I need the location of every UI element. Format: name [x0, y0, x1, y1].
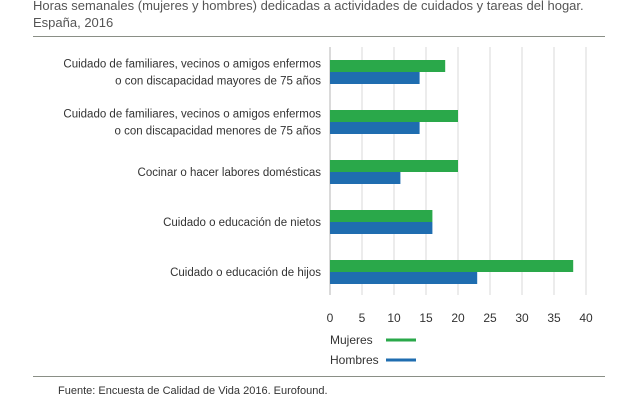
- category-label-1-0: Cuidado de familiares, vecinos o amigos …: [63, 109, 321, 121]
- category-label-2-0: Cocinar o hacer labores domésticas: [138, 167, 322, 179]
- bar-mujeres-3: [330, 210, 433, 222]
- legend-label-mujeres: Mujeres: [330, 333, 373, 347]
- category-labels: Cuidado de familiares, vecinos o amigos …: [63, 59, 321, 280]
- tick-label-35: 35: [547, 311, 561, 325]
- bar-mujeres-4: [330, 260, 574, 272]
- bar-hombres-4: [330, 272, 478, 284]
- legend-label-hombres: Hombres: [330, 353, 379, 367]
- tick-label-30: 30: [515, 311, 529, 325]
- category-label-3-0: Cuidado o educación de nietos: [163, 217, 321, 229]
- bar-mujeres-2: [330, 160, 458, 172]
- tick-label-5: 5: [359, 311, 366, 325]
- category-label-4-0: Cuidado o educación de hijos: [170, 267, 321, 279]
- bar-chart: Cuidado de familiares, vecinos o amigos …: [63, 47, 593, 367]
- source-note: Fuente: Encuesta de Calidad de Vida 2016…: [58, 385, 328, 397]
- category-label-0-0: Cuidado de familiares, vecinos o amigos …: [63, 59, 321, 71]
- legend: Mujeres Hombres: [330, 333, 416, 367]
- tick-label-40: 40: [579, 311, 593, 325]
- category-label-0-1: o con discapacidad mayores de 75 años: [115, 76, 321, 88]
- tick-label-25: 25: [483, 311, 497, 325]
- top-divider: [33, 36, 605, 37]
- tick-label-15: 15: [419, 311, 433, 325]
- tick-label-0: 0: [327, 311, 334, 325]
- bottom-divider: [33, 376, 605, 377]
- bar-hombres-0: [330, 72, 420, 84]
- tick-label-10: 10: [387, 311, 401, 325]
- bar-hombres-2: [330, 172, 401, 184]
- bar-mujeres-1: [330, 110, 458, 122]
- bar-mujeres-0: [330, 60, 446, 72]
- bar-hombres-1: [330, 122, 420, 134]
- category-label-1-1: o con discapacidad menores de 75 años: [114, 126, 321, 138]
- bar-hombres-3: [330, 222, 433, 234]
- x-axis-tick-labels: 0 5 10 15 20 25 30 35 40: [327, 311, 593, 325]
- chart-title: Horas semanales (mujeres y hombres) dedi…: [33, 0, 584, 30]
- tick-label-20: 20: [451, 311, 465, 325]
- bars: [330, 60, 574, 284]
